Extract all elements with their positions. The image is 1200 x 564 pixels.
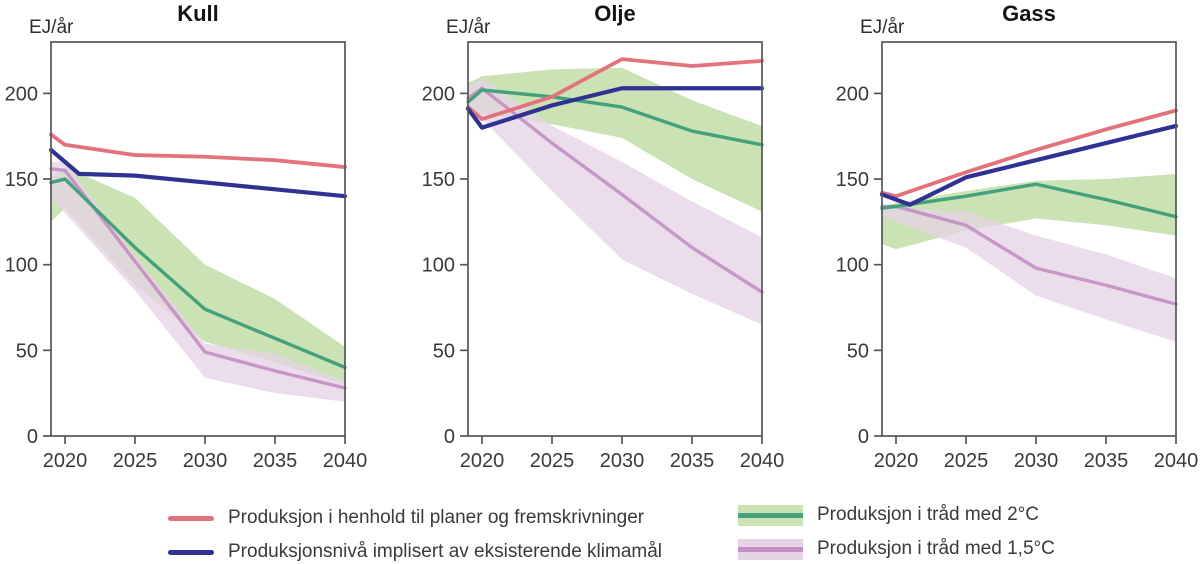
plot-border bbox=[881, 41, 1177, 437]
y-tick-label: 200 bbox=[836, 83, 869, 105]
panel-olje: 0 50 100 150 200 2020 2025 2030 2035 2040 bbox=[422, 41, 785, 472]
legend-band-line-green bbox=[738, 512, 803, 518]
legend-band-line-purple bbox=[738, 546, 803, 552]
y-tick-label: 200 bbox=[422, 83, 455, 105]
y-tick-label: 100 bbox=[5, 255, 38, 277]
x-tick-label: 2025 bbox=[530, 450, 575, 472]
x-tick-label: 2025 bbox=[944, 450, 989, 472]
x-tick-label: 2040 bbox=[1154, 450, 1199, 472]
series-line-blue bbox=[465, 86, 765, 130]
y-axis-unit-label-gass: EJ/år bbox=[860, 17, 905, 38]
x-tick-label: 2035 bbox=[1084, 450, 1129, 472]
y-tick-label: 50 bbox=[16, 340, 38, 362]
legend-item-1-5c: Produksjon i tråd med 1,5°C bbox=[738, 537, 1055, 561]
y-tick-label: 150 bbox=[422, 169, 455, 191]
charts-canvas: 0 50 100 150 200 2020 2025 2030 2035 2040 0 50 100 15… bbox=[5, 41, 1199, 472]
y-tick-label: 50 bbox=[433, 340, 455, 362]
y-tick-label: 0 bbox=[858, 426, 869, 448]
band-green bbox=[468, 67, 762, 212]
band-green bbox=[51, 167, 345, 385]
plot-border bbox=[50, 41, 346, 437]
legend-line-swatch-red-icon bbox=[168, 515, 214, 521]
x-tick-label: 2030 bbox=[600, 450, 645, 472]
panel-kull: 0 50 100 150 200 2020 2025 2030 2035 2040 bbox=[5, 41, 368, 472]
plot-border bbox=[467, 41, 763, 437]
series-line-blue bbox=[48, 147, 348, 199]
y-tick-label: 0 bbox=[444, 426, 455, 448]
legend-line-swatch-blue-icon bbox=[168, 549, 214, 555]
series-line-blue bbox=[879, 123, 1179, 207]
legend-item-klimamaal: Produksjonsnivå implisert av eksisterend… bbox=[168, 540, 662, 564]
legend-label: Produksjonsnivå implisert av eksisterend… bbox=[228, 541, 663, 562]
series-line-purple bbox=[49, 167, 347, 390]
x-tick-label: 2020 bbox=[874, 450, 919, 472]
series-line-red bbox=[466, 57, 764, 121]
x-tick-label: 2030 bbox=[183, 450, 228, 472]
panel-title-olje: Olje bbox=[594, 1, 636, 26]
panel-title-kull: Kull bbox=[177, 1, 219, 26]
series-line-green bbox=[466, 88, 764, 147]
y-tick-label: 50 bbox=[847, 340, 869, 362]
series-line-red bbox=[880, 108, 1178, 199]
y-tick-label: 200 bbox=[5, 83, 38, 105]
band-purple bbox=[468, 77, 762, 325]
legend-item-2c: Produksjon i tråd med 2°C bbox=[738, 503, 1039, 527]
y-tick-label: 100 bbox=[836, 255, 869, 277]
y-tick-label: 100 bbox=[422, 255, 455, 277]
band-purple bbox=[51, 161, 345, 402]
x-tick-label: 2035 bbox=[253, 450, 298, 472]
x-tick-label: 2025 bbox=[113, 450, 158, 472]
legend-label: Produksjon i tråd med 1,5°C bbox=[817, 538, 1055, 559]
y-tick-label: 150 bbox=[836, 169, 869, 191]
panel-title-gass: Gass bbox=[1002, 1, 1056, 26]
y-tick-label: 150 bbox=[5, 169, 38, 191]
x-tick-label: 2035 bbox=[670, 450, 715, 472]
legend-label: Produksjon i henhold til planer og frems… bbox=[228, 507, 645, 528]
x-tick-label: 2020 bbox=[460, 450, 505, 472]
x-tick-label: 2040 bbox=[323, 450, 368, 472]
series-line-red bbox=[49, 132, 347, 169]
legend-item-planer: Produksjon i henhold til planer og frems… bbox=[168, 506, 644, 530]
x-tick-label: 2030 bbox=[1014, 450, 1059, 472]
series-line-green bbox=[880, 182, 1178, 219]
band-purple bbox=[882, 206, 1176, 342]
legend-band-swatch-green-icon bbox=[738, 504, 803, 526]
legend-label: Produksjon i tråd med 2°C bbox=[817, 504, 1039, 525]
y-axis-unit-label-olje: EJ/år bbox=[446, 17, 491, 38]
panel-gass: 0 50 100 150 200 2020 2025 2030 2035 2040 bbox=[836, 41, 1199, 472]
y-tick-label: 0 bbox=[27, 426, 38, 448]
series-line-green bbox=[49, 177, 347, 370]
y-axis-unit-label-kull: EJ/år bbox=[29, 17, 74, 38]
x-tick-label: 2040 bbox=[740, 450, 785, 472]
legend-band-swatch-purple-icon bbox=[738, 538, 803, 560]
x-tick-label: 2020 bbox=[43, 450, 88, 472]
